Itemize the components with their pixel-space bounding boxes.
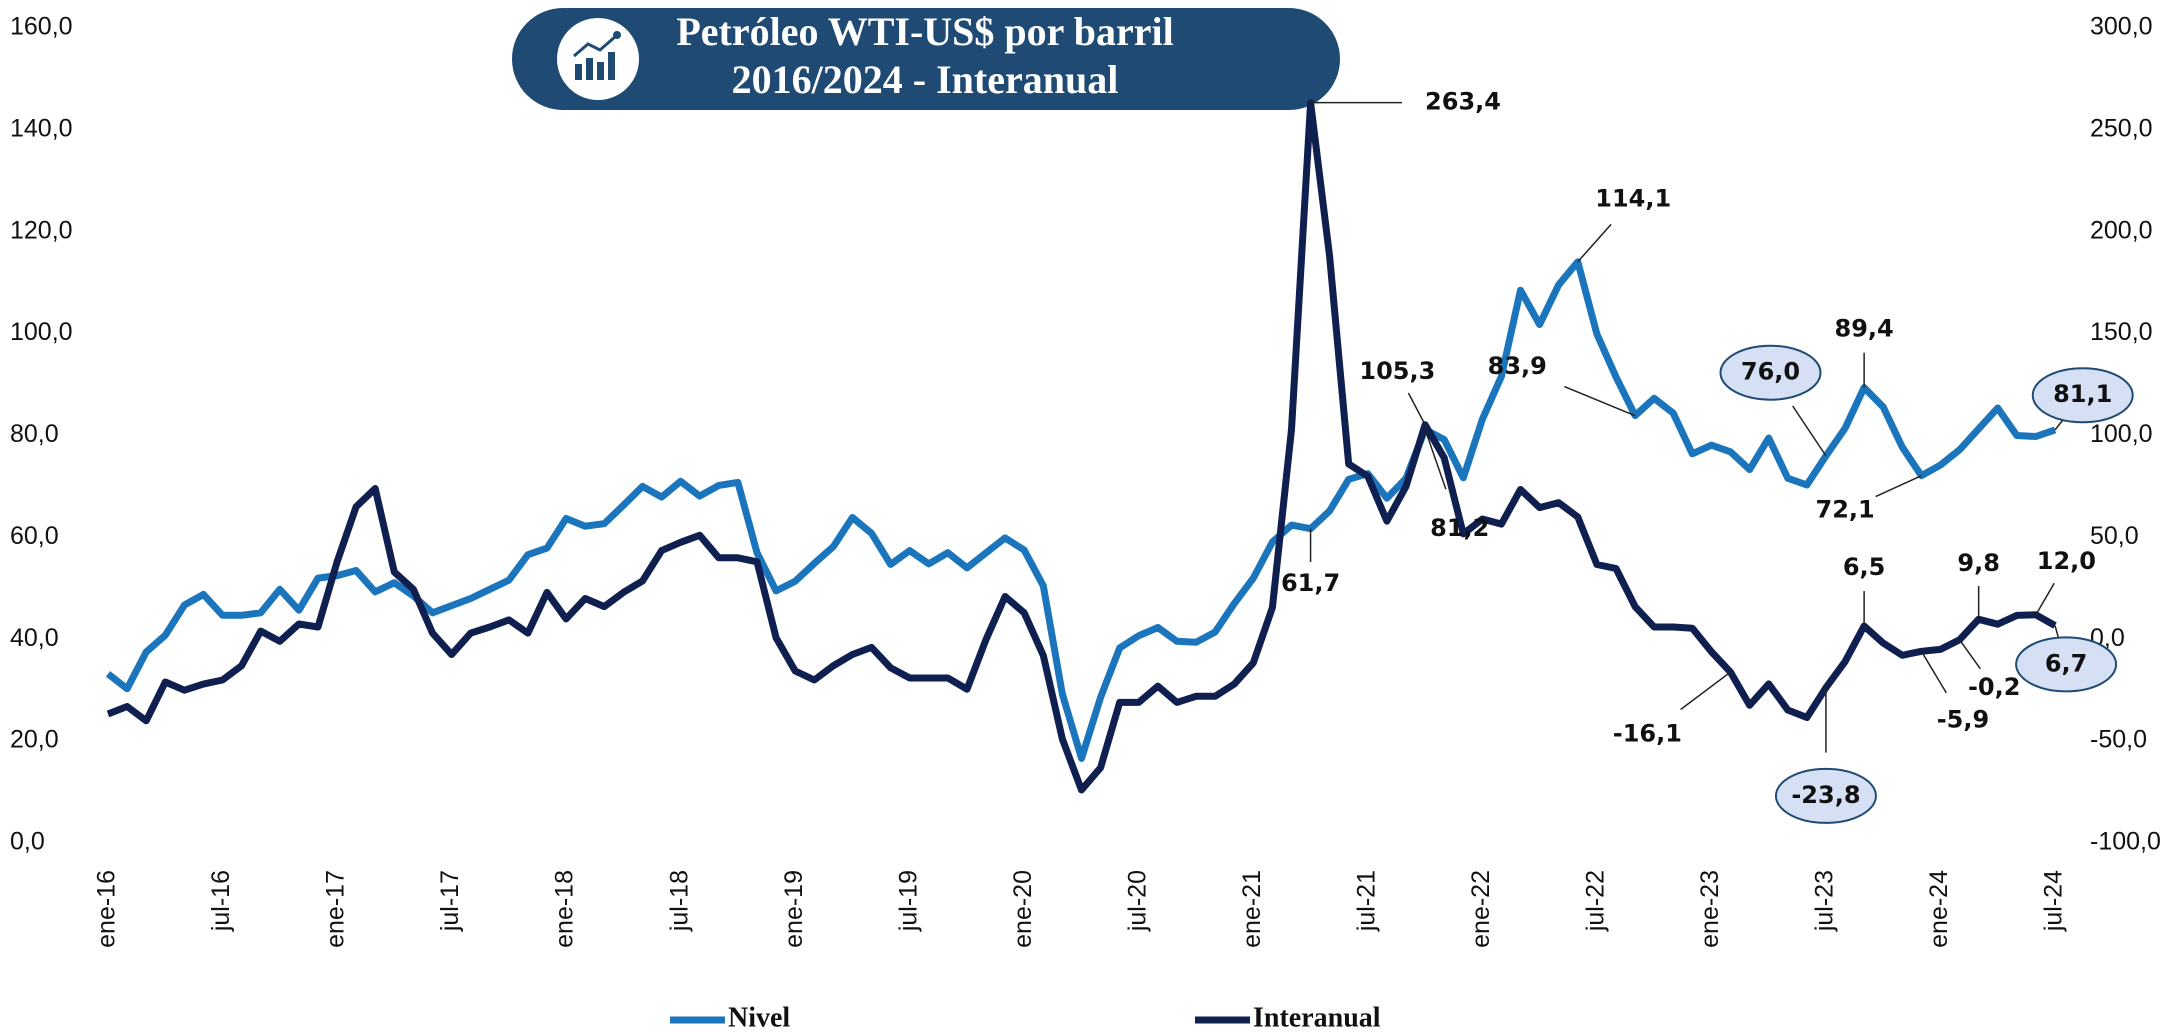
- x-tick-label: ene-16: [93, 870, 121, 948]
- data-label: 9,8: [1957, 549, 2000, 577]
- y-tick-label: 60,0: [10, 522, 59, 550]
- data-label: 81,2: [1430, 514, 1489, 542]
- x-tick-label: jul-21: [1352, 870, 1380, 932]
- y2-tick-label: -50,0: [2090, 726, 2147, 754]
- label-bubble: [1774, 767, 1877, 824]
- data-label: 61,7: [1281, 569, 1340, 597]
- y-tick-label: 120,0: [10, 216, 73, 244]
- chart-title: Petróleo WTI-US$ por barril: [676, 9, 1173, 54]
- x-tick-label: jul-24: [2040, 870, 2068, 932]
- title-box: [512, 8, 1340, 110]
- y2-tick-label: 100,0: [2090, 420, 2153, 448]
- leader-line: [1564, 385, 1636, 417]
- y-tick-label: 80,0: [10, 420, 59, 448]
- data-label: 105,3: [1359, 357, 1435, 385]
- series-line: [105, 258, 2057, 762]
- y2-tick-label: 200,0: [2090, 216, 2153, 244]
- x-tick-label: jul-19: [894, 870, 922, 932]
- y-tick-label: 160,0: [10, 13, 73, 41]
- legend-label: Nivel: [728, 1002, 790, 1033]
- y2-tick-label: -100,0: [2090, 828, 2161, 856]
- data-label: 6,7: [2045, 649, 2088, 677]
- data-label: 263,4: [1425, 88, 1501, 116]
- y-tick-label: 40,0: [10, 624, 59, 652]
- legend-label: Interanual: [1253, 1002, 1381, 1033]
- data-label: 12,0: [2037, 547, 2096, 575]
- data-label: -5,9: [1937, 706, 1989, 734]
- leader-line: [1680, 671, 1731, 711]
- leader-line: [1875, 475, 1922, 498]
- leader-line: [2035, 582, 2055, 616]
- data-label: 6,5: [1843, 553, 1886, 581]
- y-tick-label: 140,0: [10, 114, 73, 142]
- x-tick-label: jul-17: [436, 870, 464, 932]
- y-tick-label: 0,0: [10, 828, 45, 856]
- data-label: 83,9: [1488, 352, 1547, 380]
- label-bubble: [2031, 367, 2134, 424]
- data-label: 81,1: [2053, 380, 2112, 408]
- x-tick-label: ene-22: [1467, 870, 1495, 948]
- leader-line: [1792, 405, 1827, 457]
- x-tick-label: ene-23: [1696, 870, 1724, 948]
- data-label: 89,4: [1835, 314, 1894, 342]
- y2-tick-label: 50,0: [2090, 522, 2139, 550]
- x-tick-label: ene-20: [1009, 870, 1037, 948]
- title-icon: [557, 18, 639, 100]
- x-tick-label: ene-21: [1238, 870, 1266, 948]
- chart-subtitle: 2016/2024 - Interanual: [732, 57, 1119, 102]
- x-tick-label: ene-17: [322, 870, 350, 948]
- x-tick-label: ene-19: [780, 870, 808, 948]
- x-tick-label: jul-16: [207, 870, 235, 932]
- label-bubble: [1719, 344, 1822, 401]
- x-tick-label: jul-18: [665, 870, 693, 932]
- data-label: -0,2: [1968, 673, 2020, 701]
- leader-line: [1577, 223, 1612, 263]
- y2-tick-label: 250,0: [2090, 114, 2153, 142]
- y-tick-label: 20,0: [10, 726, 59, 754]
- x-tick-label: jul-23: [1811, 870, 1839, 932]
- leader-line: [1920, 650, 1947, 694]
- x-tick-label: ene-18: [551, 870, 579, 948]
- x-tick-label: ene-24: [1925, 870, 1953, 948]
- y2-tick-label: 150,0: [2090, 318, 2153, 346]
- data-label: -16,1: [1613, 719, 1682, 747]
- x-tick-label: jul-22: [1581, 870, 1609, 932]
- leader-line: [1958, 639, 1981, 670]
- y-tick-label: 100,0: [10, 318, 73, 346]
- data-label: -23,8: [1791, 781, 1860, 809]
- data-label: 72,1: [1816, 495, 1875, 523]
- data-label: 76,0: [1741, 358, 1800, 386]
- data-label: 114,1: [1595, 184, 1671, 212]
- y2-tick-label: 300,0: [2090, 13, 2153, 41]
- icon-bars: [573, 31, 621, 80]
- x-tick-label: jul-20: [1123, 870, 1151, 932]
- label-bubble: [2015, 636, 2118, 693]
- leader-line: [1407, 392, 1426, 426]
- leader-line: [1424, 429, 1447, 490]
